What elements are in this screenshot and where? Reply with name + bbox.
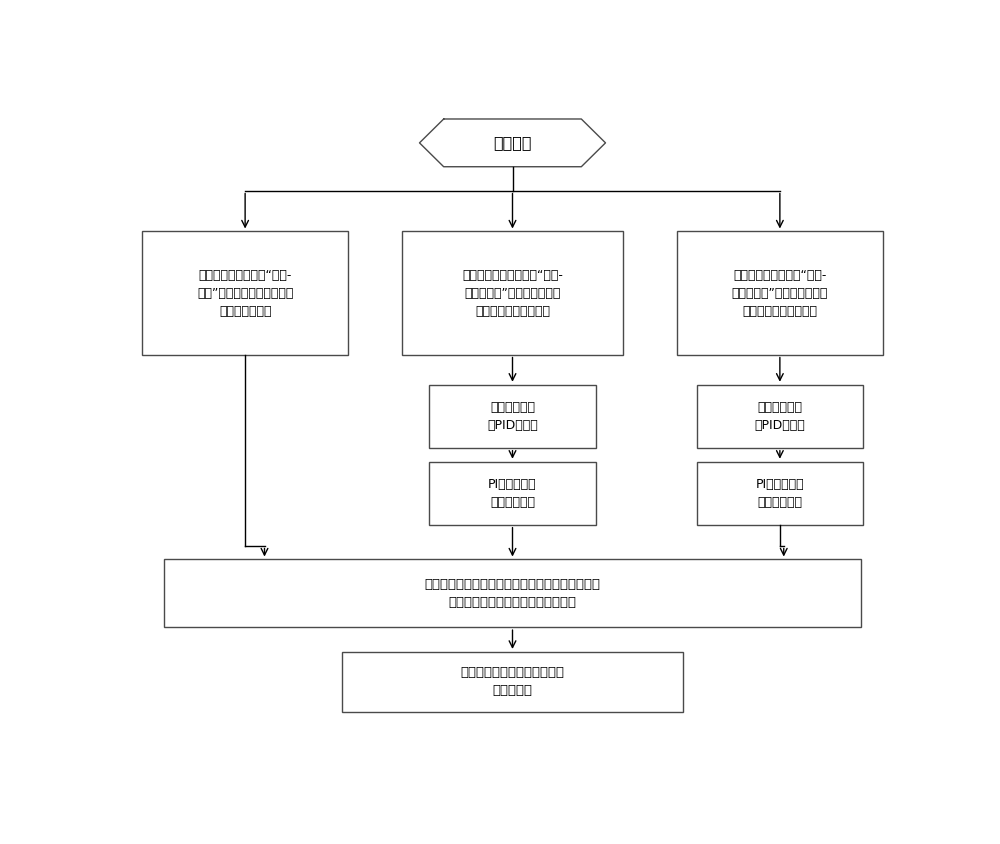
Text: PI计算得到第
三燃调阀开度: PI计算得到第 三燃调阀开度 [756, 478, 804, 509]
FancyBboxPatch shape [697, 462, 863, 525]
Text: 将实时转速测量値与“转速-
温度爬坡率”曲线进行匹配，
获得对应的温度爬坡率: 将实时转速测量値与“转速- 温度爬坡率”曲线进行匹配， 获得对应的温度爬坡率 [732, 268, 828, 317]
Text: 开始起动: 开始起动 [493, 135, 532, 150]
FancyBboxPatch shape [429, 462, 596, 525]
FancyBboxPatch shape [342, 652, 683, 711]
Text: 根据最终燃调阀开度给燃气轮
机提供燃料: 根据最终燃调阀开度给燃气轮 机提供燃料 [460, 667, 564, 697]
Text: 计算出当前转
速PID给定値: 计算出当前转 速PID给定値 [487, 401, 538, 432]
FancyBboxPatch shape [402, 231, 623, 354]
FancyBboxPatch shape [677, 231, 883, 354]
Text: 将实时转速测量値与“转速-
开度”曲线进行匹配，得到第
一燃调阀开度；: 将实时转速测量値与“转速- 开度”曲线进行匹配，得到第 一燃调阀开度； [197, 268, 293, 317]
Text: PI计算得到第
二燃调阀开度: PI计算得到第 二燃调阀开度 [488, 478, 537, 509]
Polygon shape [420, 119, 606, 167]
Text: 计算出当前温
度PID给定値: 计算出当前温 度PID给定値 [755, 401, 805, 432]
Text: 根据实时转速测量値与“转速-
转速爬坡率”曲线进行匹配，
获得对应的转速爬坡率: 根据实时转速测量値与“转速- 转速爬坡率”曲线进行匹配， 获得对应的转速爬坡率 [462, 268, 563, 317]
FancyBboxPatch shape [164, 560, 861, 627]
Text: 取第一燃调阀开度、第二燃调阀开度和第三燃调阀
开度中的最小値作为最终燃调阀开度: 取第一燃调阀开度、第二燃调阀开度和第三燃调阀 开度中的最小値作为最终燃调阀开度 [424, 578, 600, 609]
FancyBboxPatch shape [142, 231, 348, 354]
FancyBboxPatch shape [429, 385, 596, 448]
FancyBboxPatch shape [697, 385, 863, 448]
